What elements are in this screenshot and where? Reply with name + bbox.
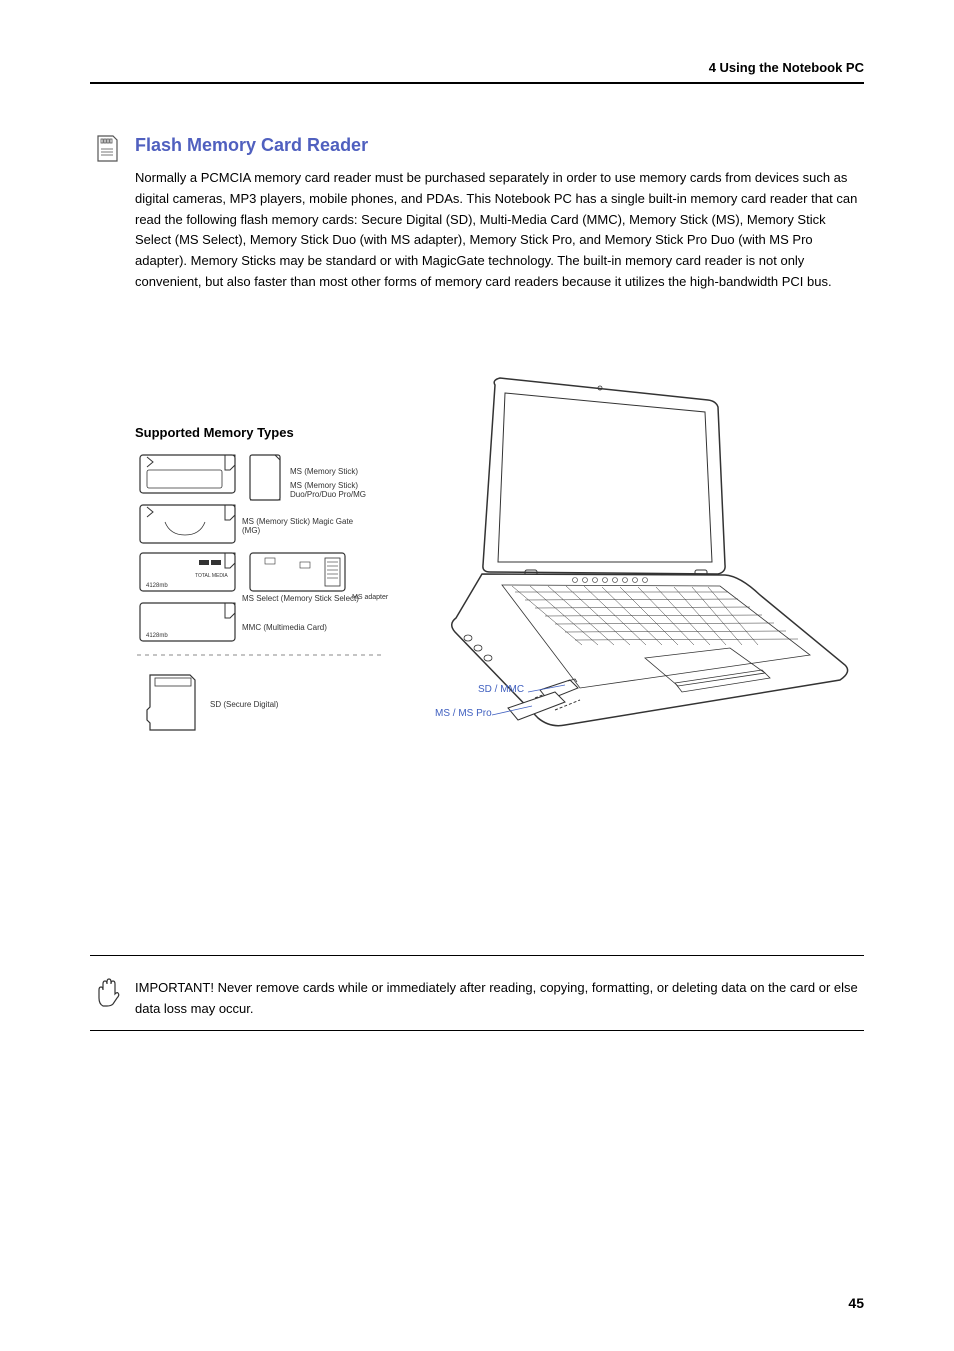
header-rule [90,82,864,84]
card-label-ms128: 4128mb [146,583,168,589]
important-rule-top [90,955,864,956]
section-title: Flash Memory Card Reader [135,135,368,156]
page-number: 45 [848,1295,864,1311]
hand-stop-icon [95,978,121,1008]
card-label-totalmedia: TOTAL MEDIA [195,573,228,579]
card-label-msmg: MS (Memory Stick) Magic Gate (MG) [242,517,372,535]
card-label-mmc: MMC (Multimedia Card) [242,623,327,632]
card-label-ms128b: 4128mb [146,633,168,639]
diagram-label-sdmmc: SD / MMC [478,684,524,695]
card-label-ms: MS (Memory Stick) [290,467,358,476]
sd-card-icon [95,135,119,163]
card-label-sd: SD (Secure Digital) [210,700,278,709]
card-label-msduo: MS (Memory Stick) Duo/Pro/Duo Pro/MG [290,481,390,499]
important-rule-bottom [90,1030,864,1031]
diagram-label-mspro: MS / MS Pro [435,708,492,719]
important-text: IMPORTANT! Never remove cards while or i… [135,978,859,1020]
cards-heading: Supported Memory Types [135,425,294,440]
header-label: 4 Using the Notebook PC [709,60,864,75]
supported-cards-figure: Supported Memory Types [135,425,385,795]
laptop-figure: SD / MMC MS / MS Pro [420,370,865,750]
body-paragraph: Normally a PCMCIA memory card reader mus… [135,168,859,293]
